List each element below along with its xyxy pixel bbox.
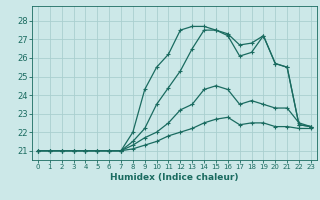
X-axis label: Humidex (Indice chaleur): Humidex (Indice chaleur) [110,173,239,182]
